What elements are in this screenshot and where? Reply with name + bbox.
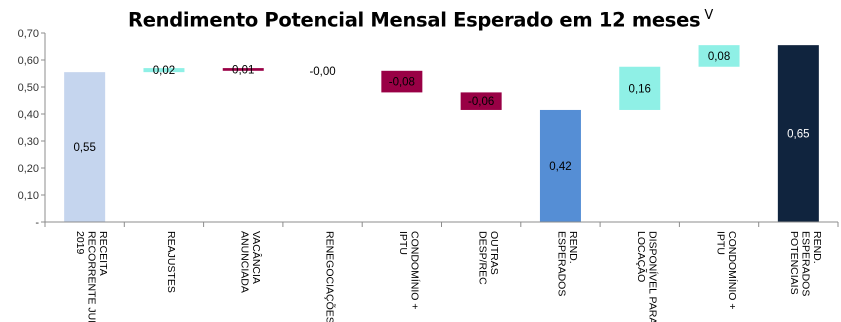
waterfall-bar	[222, 68, 264, 71]
bar-value-label: -0,00	[309, 66, 335, 78]
y-tick-label: -	[35, 217, 39, 229]
category-label: IPTU	[397, 231, 409, 255]
category-label: REND.	[567, 231, 579, 264]
category-label: POTENCIAIS	[788, 231, 800, 295]
waterfall-bar	[64, 72, 106, 223]
category-label: DISPONÍVEL PARA	[647, 231, 660, 322]
chart-title-suffix: V	[704, 8, 713, 23]
y-tick-label: 0,20	[18, 163, 39, 175]
labels-layer: 0,55 0,02 0,01 -0,00 -0,08 -0,06 0,42 0,16 0,08 0…	[73, 51, 822, 322]
waterfall-bar	[460, 92, 502, 110]
bar-value-label: 0,65	[787, 129, 809, 141]
y-tick-label: 0,60	[18, 55, 39, 67]
y-tick-label: 0,40	[18, 109, 39, 121]
category-label: ESPERADOS	[556, 231, 568, 296]
category-label: RECEITA	[97, 231, 109, 276]
category-label: RENEGOCIAÇÕES	[324, 231, 337, 322]
y-tick-label: 0,50	[18, 82, 39, 94]
category-label: LOCAÇÃO	[635, 231, 648, 282]
bar-value-label: 0,16	[629, 83, 651, 95]
category-label: ANUNCIADA	[239, 231, 251, 293]
bar-value-label: 0,55	[73, 142, 95, 154]
waterfall-bar	[619, 66, 661, 110]
chart-title-text: Rendimento Potencial Mensal Esperado em …	[128, 8, 701, 32]
bar-value-label: 0,08	[708, 51, 730, 63]
bar-value-label: 0,42	[549, 161, 571, 173]
chart-title: Rendimento Potencial Mensal Esperado em …	[0, 8, 841, 32]
bar-value-label: -0,06	[468, 96, 494, 108]
axis-layer: 0,70 0,60 0,50 0,40 0,30 0,20 0,10 -	[18, 28, 839, 229]
y-tick-label: 0,30	[18, 136, 39, 148]
waterfall-bar	[777, 45, 819, 223]
bar-value-label: 0,01	[232, 64, 254, 76]
bars-layer	[64, 45, 819, 223]
y-tick-label: 0,70	[18, 28, 39, 40]
bar-value-label: 0,02	[153, 65, 175, 77]
category-label: OUTRAS	[488, 231, 500, 275]
category-label: CONDOMÍNIO +	[409, 231, 422, 309]
bar-value-label: -0,08	[389, 77, 415, 89]
waterfall-bar	[698, 45, 740, 67]
y-tick-label: 0,10	[18, 190, 39, 202]
category-label: IPTU	[714, 231, 726, 255]
category-label: ESPERADOS	[799, 231, 811, 296]
category-label: VACÂNCIA	[250, 231, 263, 284]
waterfall-bar	[381, 70, 423, 93]
waterfall-bar	[539, 109, 581, 222]
category-label: CONDOMÍNIO +	[726, 231, 739, 309]
category-label: REND.	[811, 231, 823, 264]
category-label: 2019	[74, 231, 86, 255]
category-label: DESP/REC	[476, 231, 488, 285]
waterfall-bar	[143, 68, 185, 73]
category-label: REAJUSTES	[165, 231, 177, 293]
category-label: RECORRENTE JUN	[86, 231, 98, 322]
